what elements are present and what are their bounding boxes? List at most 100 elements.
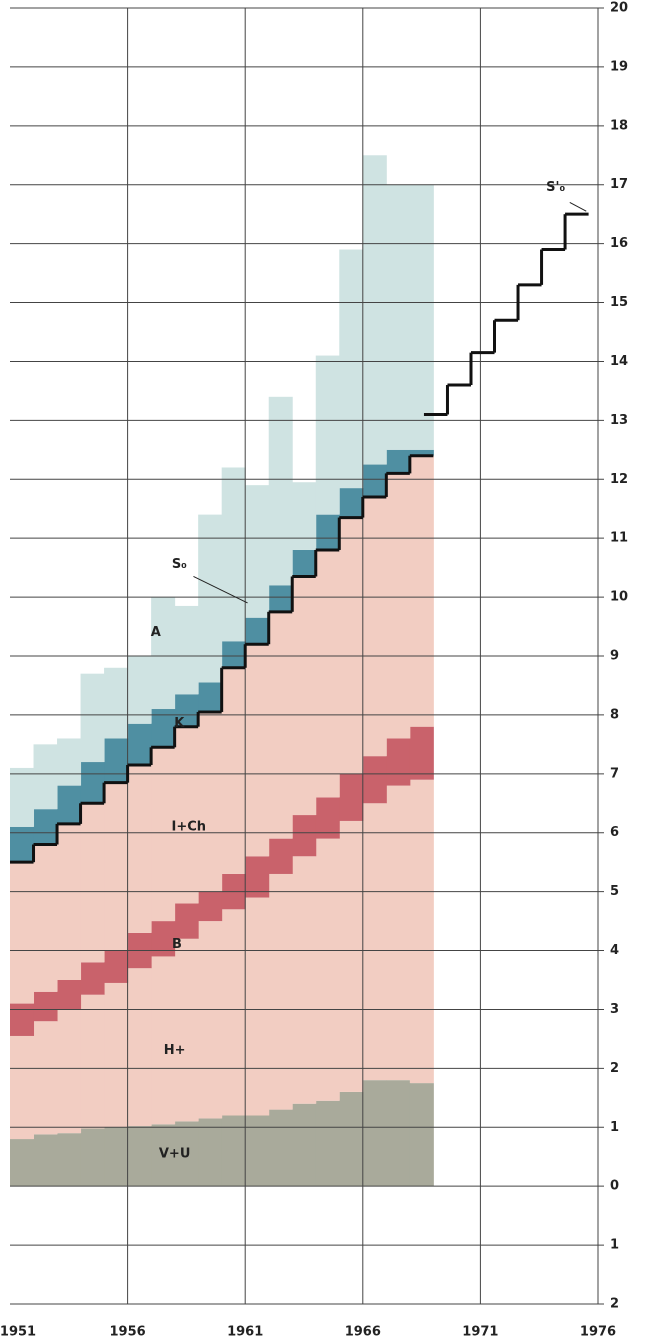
step-segment [268, 873, 293, 1110]
step-segment [57, 785, 82, 824]
step-segment [362, 464, 387, 497]
step-segment [339, 249, 364, 489]
step-segment [292, 856, 317, 1104]
step-segment [362, 756, 387, 804]
step-segment [386, 738, 411, 786]
series-label: H+ [164, 1043, 186, 1058]
step-segment [386, 449, 411, 474]
step-segment [339, 488, 364, 518]
step-segment [127, 764, 152, 933]
step-segment [268, 396, 293, 586]
step-segment [127, 1126, 152, 1187]
step-segment [339, 820, 364, 1092]
step-segment [315, 838, 340, 1101]
step-segment [80, 803, 105, 963]
step-segment [33, 744, 58, 810]
y-tick-label: 10 [610, 590, 628, 605]
step-segment [245, 617, 270, 645]
step-segment [174, 938, 199, 1122]
step-segment [221, 909, 246, 1116]
step-segment [33, 809, 58, 845]
step-segment [362, 1080, 387, 1187]
step-segment [104, 1127, 129, 1187]
step-segment [409, 455, 434, 727]
y-tick-label: 14 [610, 354, 628, 369]
step-segment [315, 514, 340, 550]
step-segment [409, 1083, 434, 1187]
layers [10, 155, 434, 1187]
step-segment [104, 982, 129, 1128]
step-segment [409, 726, 434, 780]
step-segment [104, 738, 129, 783]
y-tick-label: 15 [610, 295, 628, 310]
step-segment [386, 1080, 411, 1187]
y-tick-label: 2 [610, 1061, 619, 1076]
leader-line [193, 576, 248, 604]
y-tick-label: 17 [610, 177, 628, 192]
step-segment [57, 823, 82, 980]
y-tick-label: 20 [610, 1, 628, 16]
step-segment [104, 782, 129, 951]
step-segment [362, 155, 387, 465]
step-segment [198, 1118, 223, 1187]
step-segment [174, 903, 199, 939]
step-segment [221, 641, 246, 668]
step-segment [268, 585, 293, 612]
step-segment [339, 773, 364, 821]
leader-line [569, 201, 587, 212]
step-segment [80, 962, 105, 995]
y-tick-label: 3 [610, 1002, 619, 1017]
y-tick-label: 4 [610, 943, 619, 958]
step-segment [409, 779, 434, 1084]
step-segment [33, 991, 58, 1022]
step-segment [315, 549, 340, 798]
step-segment [198, 921, 223, 1119]
step-segment [80, 1128, 105, 1187]
y-tick-label: 9 [610, 649, 619, 664]
y-tick-label: 5 [610, 884, 619, 899]
y-tick-label: 16 [610, 236, 628, 251]
series-label: I+Ch [171, 819, 206, 834]
series-label: K [174, 716, 185, 731]
y-tick-label: 1 [610, 1238, 619, 1253]
step-segment [10, 767, 35, 827]
step-segment [174, 694, 199, 727]
series-label: B [172, 937, 182, 952]
step-segment [10, 1035, 35, 1140]
step-segment [198, 891, 223, 922]
y-tick-label: 2 [610, 1297, 619, 1312]
step-segment [245, 897, 270, 1116]
step-segment [151, 1124, 176, 1187]
step-segment [80, 994, 105, 1129]
step-segment [174, 605, 199, 695]
step-segment [10, 862, 35, 1004]
step-segment [245, 644, 270, 857]
step-segment [409, 184, 434, 450]
step-segment [292, 1103, 317, 1187]
y-tick-label: 8 [610, 707, 619, 722]
y-tick-label: 18 [610, 118, 628, 133]
step-segment [198, 711, 223, 892]
step-segment [386, 473, 411, 739]
step-segment [268, 611, 293, 839]
y-tick-label: 11 [610, 531, 628, 546]
step-segment [292, 815, 317, 857]
step-segment [198, 514, 223, 683]
step-segment [80, 673, 105, 763]
step-segment [339, 517, 364, 774]
step-segment [33, 1021, 58, 1135]
y-tick-label: 0 [610, 1179, 619, 1194]
step-segment [104, 950, 129, 983]
step-segment [104, 667, 129, 739]
y-tick-label: 19 [610, 59, 628, 74]
step-segment [292, 576, 317, 816]
x-tick-label: 1966 [345, 1325, 381, 1340]
x-tick-label: 1951 [0, 1325, 36, 1340]
step-segment [57, 980, 82, 1010]
step-segment [221, 1115, 246, 1187]
step-segment [57, 738, 82, 786]
step-segment [174, 1121, 199, 1187]
y-tick-label: 13 [610, 413, 628, 428]
overlay: V+U H+ B I+Ch K A S₀ S'₀ [10, 180, 589, 1161]
